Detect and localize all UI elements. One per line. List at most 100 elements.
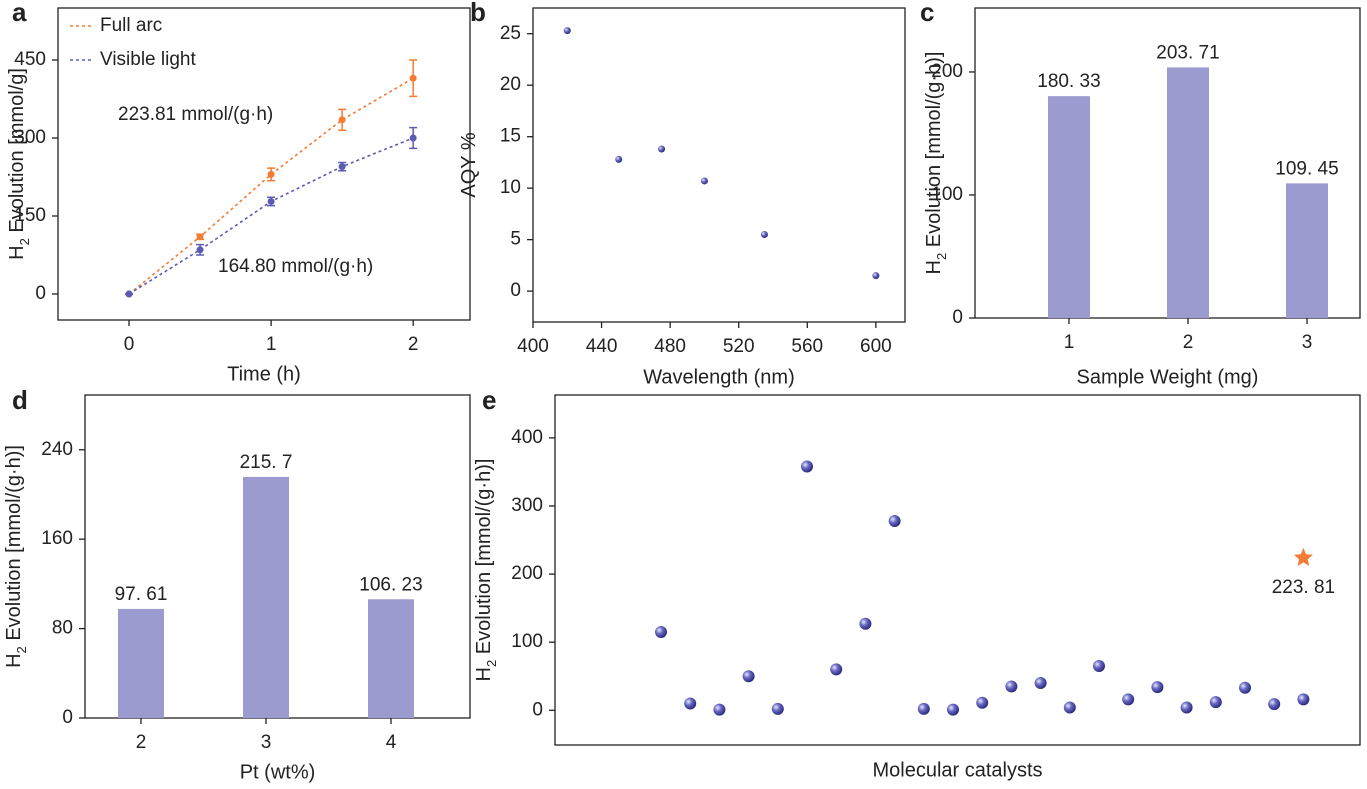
panel-label: c bbox=[920, 0, 934, 27]
bar bbox=[1167, 67, 1209, 319]
value-label: 203. 71 bbox=[1156, 42, 1219, 63]
data-point bbox=[338, 116, 346, 124]
y-axis-title-part: H bbox=[3, 653, 25, 667]
bar bbox=[243, 476, 289, 718]
x-tick-label: 3 bbox=[261, 732, 272, 753]
x-tick-label: 2 bbox=[136, 732, 147, 753]
x-tick-label: 520 bbox=[723, 336, 755, 357]
data-point bbox=[976, 696, 989, 709]
x-tick-label: 400 bbox=[517, 336, 549, 357]
y-tick-label: 0 bbox=[952, 307, 963, 328]
data-point bbox=[830, 663, 843, 676]
legend-label: Full arc bbox=[100, 15, 162, 36]
data-point bbox=[196, 246, 204, 254]
y-axis-title-part: 2 bbox=[17, 238, 32, 245]
x-tick-label: 4 bbox=[386, 732, 397, 753]
y-axis-title-part: Evolution [mmol/(g·h)] bbox=[923, 52, 945, 253]
data-point bbox=[872, 272, 880, 280]
data-point bbox=[1297, 693, 1310, 706]
legend-label: Visible light bbox=[100, 49, 196, 70]
data-point bbox=[684, 697, 697, 710]
y-tick-label: 200 bbox=[931, 61, 963, 82]
x-tick-label: 2 bbox=[408, 334, 419, 355]
data-point bbox=[563, 27, 571, 35]
y-axis-title-part: H bbox=[923, 260, 945, 274]
data-point bbox=[742, 670, 755, 683]
y-tick-label: 300 bbox=[14, 127, 46, 148]
value-label: 180. 33 bbox=[1037, 71, 1100, 92]
x-tick-label: 0 bbox=[124, 334, 135, 355]
annotation: 223.81 mmol/(g·h) bbox=[118, 104, 273, 125]
data-point bbox=[1122, 693, 1135, 706]
y-axis-title: AQY % bbox=[458, 132, 480, 197]
y-tick-label: 80 bbox=[52, 618, 73, 639]
y-tick-label: 0 bbox=[532, 699, 543, 720]
panel-label: d bbox=[12, 385, 28, 415]
x-tick-label: 600 bbox=[860, 336, 892, 357]
plot-frame bbox=[554, 394, 1361, 746]
y-tick-label: 200 bbox=[511, 563, 543, 584]
data-point bbox=[267, 197, 275, 205]
data-point bbox=[267, 170, 275, 178]
x-tick-label: 560 bbox=[791, 336, 823, 357]
x-tick-label: 1 bbox=[266, 334, 277, 355]
value-label: 97. 61 bbox=[115, 584, 168, 605]
y-tick-label: 25 bbox=[500, 23, 521, 44]
y-axis-title: H2 Evolution [mmol/(g·h)] bbox=[923, 52, 949, 275]
y-axis-title: H2 Evolution [mmol/(g·h)] bbox=[473, 459, 499, 682]
data-point bbox=[1151, 681, 1164, 694]
y-tick-label: 0 bbox=[35, 283, 46, 304]
data-point bbox=[1268, 698, 1281, 711]
data-point bbox=[801, 460, 813, 473]
y-tick-label: 160 bbox=[41, 528, 73, 549]
data-point bbox=[1034, 677, 1047, 690]
value-label: 215. 7 bbox=[240, 452, 293, 473]
bar bbox=[118, 608, 164, 718]
data-point bbox=[125, 290, 133, 298]
data-point bbox=[655, 625, 667, 638]
x-axis-title: Time (h) bbox=[227, 363, 301, 385]
y-axis-title-part: Evolution [mmol/(g·h)] bbox=[3, 445, 25, 646]
y-tick-label: 400 bbox=[511, 427, 543, 448]
y-tick-label: 0 bbox=[510, 280, 521, 301]
panel-label: e bbox=[482, 385, 496, 415]
bar bbox=[1048, 96, 1090, 319]
data-point bbox=[409, 134, 417, 142]
y-axis-title: H2 Evolution [mmol/(g·h)] bbox=[3, 445, 29, 668]
x-axis-title: Molecular catalysts bbox=[872, 759, 1042, 781]
y-axis-title-part: 2 bbox=[14, 646, 29, 653]
plot-frame bbox=[57, 7, 471, 321]
data-point bbox=[917, 702, 930, 715]
x-tick-label: 480 bbox=[654, 336, 686, 357]
bar bbox=[1286, 183, 1328, 318]
data-point bbox=[338, 163, 346, 171]
x-tick-label: 440 bbox=[586, 336, 618, 357]
y-tick-label: 450 bbox=[14, 49, 46, 70]
x-tick-label: 3 bbox=[1302, 332, 1313, 353]
y-axis-title-part: Evolution [mmol/(g·h)] bbox=[473, 459, 495, 660]
y-axis-title-part: AQY % bbox=[458, 132, 480, 197]
data-point bbox=[1063, 701, 1076, 714]
y-tick-label: 20 bbox=[500, 74, 521, 95]
y-axis-title-part: H bbox=[6, 245, 28, 259]
y-tick-label: 15 bbox=[500, 126, 521, 147]
y-tick-label: 10 bbox=[500, 177, 521, 198]
data-point bbox=[888, 514, 901, 527]
y-axis-title-part: 2 bbox=[934, 253, 949, 260]
y-tick-label: 100 bbox=[511, 631, 543, 652]
data-point bbox=[713, 703, 726, 716]
y-tick-label: 0 bbox=[62, 707, 73, 728]
panel-label: a bbox=[12, 0, 27, 27]
data-point bbox=[700, 177, 708, 185]
data-point bbox=[409, 74, 417, 82]
bar bbox=[368, 599, 414, 718]
annotation: 164.80 mmol/(g·h) bbox=[218, 256, 373, 277]
y-tick-label: 5 bbox=[510, 229, 521, 250]
y-axis-title-part: H bbox=[473, 667, 495, 681]
data-point bbox=[615, 155, 623, 163]
data-point bbox=[658, 145, 666, 153]
data-point bbox=[760, 230, 768, 238]
data-point bbox=[1093, 660, 1105, 673]
data-point bbox=[1005, 680, 1018, 693]
